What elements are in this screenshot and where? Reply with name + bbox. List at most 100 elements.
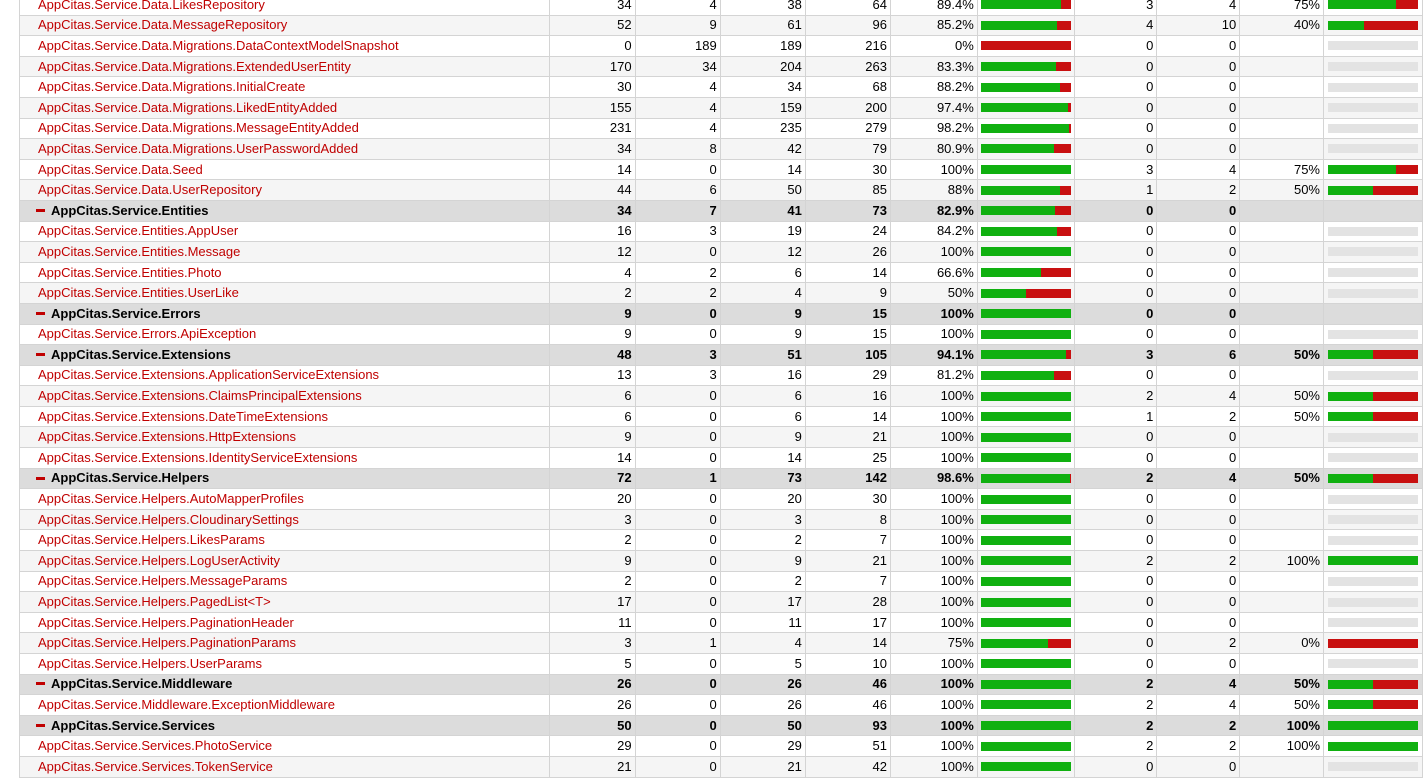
uncovered-cell: 2	[634, 261, 721, 284]
total-cell: 85	[804, 179, 892, 201]
class-link[interactable]: AppCitas.Service.Extensions.HttpExtensio…	[38, 429, 296, 445]
class-link[interactable]: AppCitas.Service.Errors.ApiException	[38, 326, 257, 342]
total-cell: 64	[804, 0, 892, 16]
covered-fill	[980, 453, 1071, 463]
class-row: AppCitas.Service.Helpers.CloudinarySetti…	[19, 508, 1423, 531]
class-link[interactable]: AppCitas.Service.Entities.AppUser	[38, 223, 239, 239]
branch-coverage-bar	[1328, 700, 1418, 710]
btot-cell: 0	[1156, 261, 1241, 284]
class-link[interactable]: AppCitas.Service.Extensions.ApplicationS…	[38, 367, 380, 383]
collapse-icon[interactable]	[36, 476, 45, 480]
bcov-cell: 0	[1073, 611, 1158, 634]
class-link[interactable]: AppCitas.Service.Data.Migrations.UserPas…	[38, 140, 359, 156]
coverable-cell: 34	[719, 76, 806, 98]
collapse-icon[interactable]	[36, 723, 45, 727]
class-link[interactable]: AppCitas.Service.Helpers.LikesParams	[38, 532, 265, 548]
class-link[interactable]: AppCitas.Service.Data.Migrations.Extende…	[38, 58, 351, 74]
coverable-cell: 12	[719, 241, 806, 263]
class-link[interactable]: AppCitas.Service.Entities.Photo	[38, 264, 222, 280]
name-cell: AppCitas.Service.Entities.Message	[19, 241, 550, 263]
line-coverage-bar-cell	[976, 199, 1075, 222]
assembly-row[interactable]: AppCitas.Service.Extensions 48 3 51 105 94.1%…	[19, 344, 1423, 366]
class-link[interactable]: AppCitas.Service.Helpers.UserParams	[38, 655, 262, 671]
line-coverage-bar-cell	[976, 673, 1075, 696]
bcov-cell: 4	[1073, 14, 1158, 37]
btot-cell: 0	[1156, 426, 1241, 449]
btot-cell: 0	[1156, 302, 1241, 325]
class-link[interactable]: AppCitas.Service.Data.Migrations.LikedEn…	[38, 99, 338, 115]
bcov-cell: 2	[1073, 735, 1158, 757]
collapse-icon[interactable]	[36, 311, 45, 315]
coverable-cell: 189	[719, 35, 806, 57]
branch-coverage-bar-empty	[1328, 597, 1418, 607]
collapse-icon[interactable]	[36, 682, 45, 686]
assembly-row[interactable]: AppCitas.Service.Services 50 0 50 93 100% 2 2 10…	[19, 714, 1423, 737]
class-link[interactable]: AppCitas.Service.Helpers.LogUserActivity	[38, 552, 281, 568]
class-link[interactable]: AppCitas.Service.Extensions.ClaimsPrinci…	[38, 388, 362, 404]
collapse-icon[interactable]	[36, 208, 45, 212]
line-coverage-bar	[980, 700, 1071, 710]
pct-cell: 98.6%	[890, 467, 978, 490]
assembly-row[interactable]: AppCitas.Service.Helpers 72 1 73 142 98.6% 2 4 5…	[19, 467, 1423, 490]
bcov-cell: 0	[1073, 35, 1158, 57]
class-row: AppCitas.Service.Extensions.DateTimeExte…	[19, 405, 1423, 428]
class-link[interactable]: AppCitas.Service.Middleware.ExceptionMid…	[38, 696, 335, 712]
class-link[interactable]: AppCitas.Service.Helpers.CloudinarySetti…	[38, 511, 299, 527]
class-link[interactable]: AppCitas.Service.Helpers.AutoMapperProfi…	[38, 491, 304, 507]
class-link[interactable]: AppCitas.Service.Data.LikesRepository	[38, 0, 265, 12]
class-link[interactable]: AppCitas.Service.Helpers.PaginationHeade…	[38, 614, 294, 630]
bpct-cell: 50%	[1239, 467, 1324, 490]
class-row: AppCitas.Service.Helpers.MessageParams 2 0…	[19, 570, 1423, 593]
assembly-row[interactable]: AppCitas.Service.Errors 9 0 9 15 100% 0 0	[19, 302, 1423, 325]
bpct-cell: 50%	[1239, 344, 1324, 366]
bcov-cell: 0	[1073, 591, 1158, 613]
class-link[interactable]: AppCitas.Service.Services.TokenService	[38, 758, 273, 774]
branch-coverage-bar-cell	[1323, 199, 1423, 222]
assembly-row[interactable]: AppCitas.Service.Entities 34 7 41 73 82.9% 0 0	[19, 199, 1423, 222]
class-link[interactable]: AppCitas.Service.Helpers.PagedList<T>	[38, 594, 271, 610]
class-link[interactable]: AppCitas.Service.Data.Migrations.Initial…	[38, 79, 306, 95]
class-link[interactable]: AppCitas.Service.Entities.Message	[38, 243, 241, 259]
pct-cell: 97.4%	[890, 96, 978, 119]
bpct-cell	[1239, 199, 1324, 222]
line-coverage-bar	[980, 741, 1071, 751]
class-link[interactable]: AppCitas.Service.Services.PhotoService	[38, 738, 273, 754]
total-cell: 24	[804, 220, 892, 243]
uncovered-fill	[1395, 165, 1418, 175]
pct-cell: 100%	[890, 405, 978, 428]
bpct-cell: 75%	[1239, 158, 1324, 181]
bpct-cell: 50%	[1239, 673, 1324, 696]
bpct-cell	[1239, 447, 1324, 469]
class-link[interactable]: AppCitas.Service.Entities.UserLike	[38, 285, 239, 301]
uncovered-fill	[1373, 473, 1418, 483]
class-row: AppCitas.Service.Data.MessageRepository 5…	[19, 14, 1423, 37]
class-link[interactable]: AppCitas.Service.Data.Seed	[38, 161, 203, 177]
class-link[interactable]: AppCitas.Service.Helpers.MessageParams	[38, 573, 288, 589]
pct-cell: 100%	[890, 508, 978, 531]
class-link[interactable]: AppCitas.Service.Helpers.PaginationParam…	[38, 635, 296, 651]
assembly-row[interactable]: AppCitas.Service.Middleware 26 0 26 46 100% 2 4…	[19, 673, 1423, 696]
btot-cell: 0	[1156, 323, 1241, 346]
class-link[interactable]: AppCitas.Service.Extensions.IdentityServ…	[38, 449, 358, 465]
branch-coverage-bar-cell	[1323, 158, 1423, 181]
covered-fill	[980, 721, 1071, 731]
total-cell: 79	[804, 138, 892, 160]
class-link[interactable]: AppCitas.Service.Data.UserRepository	[38, 182, 262, 198]
bcov-cell: 0	[1073, 323, 1158, 346]
class-link[interactable]: AppCitas.Service.Data.Migrations.DataCon…	[38, 37, 399, 53]
uncovered-cell: 0	[634, 529, 721, 552]
name-cell: AppCitas.Service.Services.PhotoService	[19, 735, 550, 757]
covered-fill	[980, 741, 1071, 751]
branch-coverage-bar-cell	[1323, 591, 1423, 613]
collapse-icon[interactable]	[36, 352, 45, 356]
bcov-cell: 0	[1073, 488, 1158, 510]
class-link[interactable]: AppCitas.Service.Data.Migrations.Message…	[38, 120, 359, 136]
branch-coverage-bar	[1328, 391, 1418, 401]
bpct-cell: 50%	[1239, 179, 1324, 201]
uncovered-cell: 3	[634, 220, 721, 243]
bcov-cell: 0	[1073, 364, 1158, 387]
class-link[interactable]: AppCitas.Service.Extensions.DateTimeExte…	[38, 408, 328, 424]
bpct-cell	[1239, 261, 1324, 284]
name-cell: AppCitas.Service.Extensions.ApplicationS…	[19, 364, 550, 387]
class-link[interactable]: AppCitas.Service.Data.MessageRepository	[38, 17, 288, 33]
